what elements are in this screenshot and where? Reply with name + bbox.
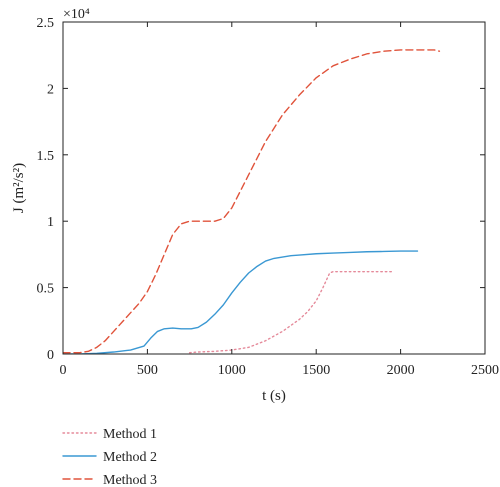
x-tick-label: 500: [137, 363, 158, 378]
y-tick-label: 2: [47, 82, 54, 97]
y-multiplier-label: ×10⁴: [63, 7, 90, 22]
x-axis-label: t (s): [262, 388, 286, 404]
series-line-1: [188, 270, 393, 354]
legend-label-2: Method 2: [103, 450, 157, 465]
y-tick-label: 0.5: [37, 282, 55, 297]
series-line-3: [63, 49, 441, 354]
x-tick-label: 2000: [387, 363, 415, 378]
y-tick-label: 1.5: [37, 149, 55, 164]
y-tick-label: 1: [47, 215, 54, 230]
legend-label-1: Method 1: [103, 427, 157, 442]
x-tick-label: 0: [60, 363, 67, 378]
axes-frame: [62, 21, 486, 355]
y-axis-label: J (m²/s²): [11, 163, 27, 213]
series-line-2: [63, 250, 419, 354]
x-tick-label: 2500: [471, 363, 499, 378]
y-tick-label: 0: [47, 348, 54, 363]
legend-label-3: Method 3: [103, 473, 157, 487]
y-tick-label: 2.5: [37, 16, 55, 31]
x-tick-label: 1000: [218, 363, 246, 378]
x-tick-label: 1500: [302, 363, 330, 378]
